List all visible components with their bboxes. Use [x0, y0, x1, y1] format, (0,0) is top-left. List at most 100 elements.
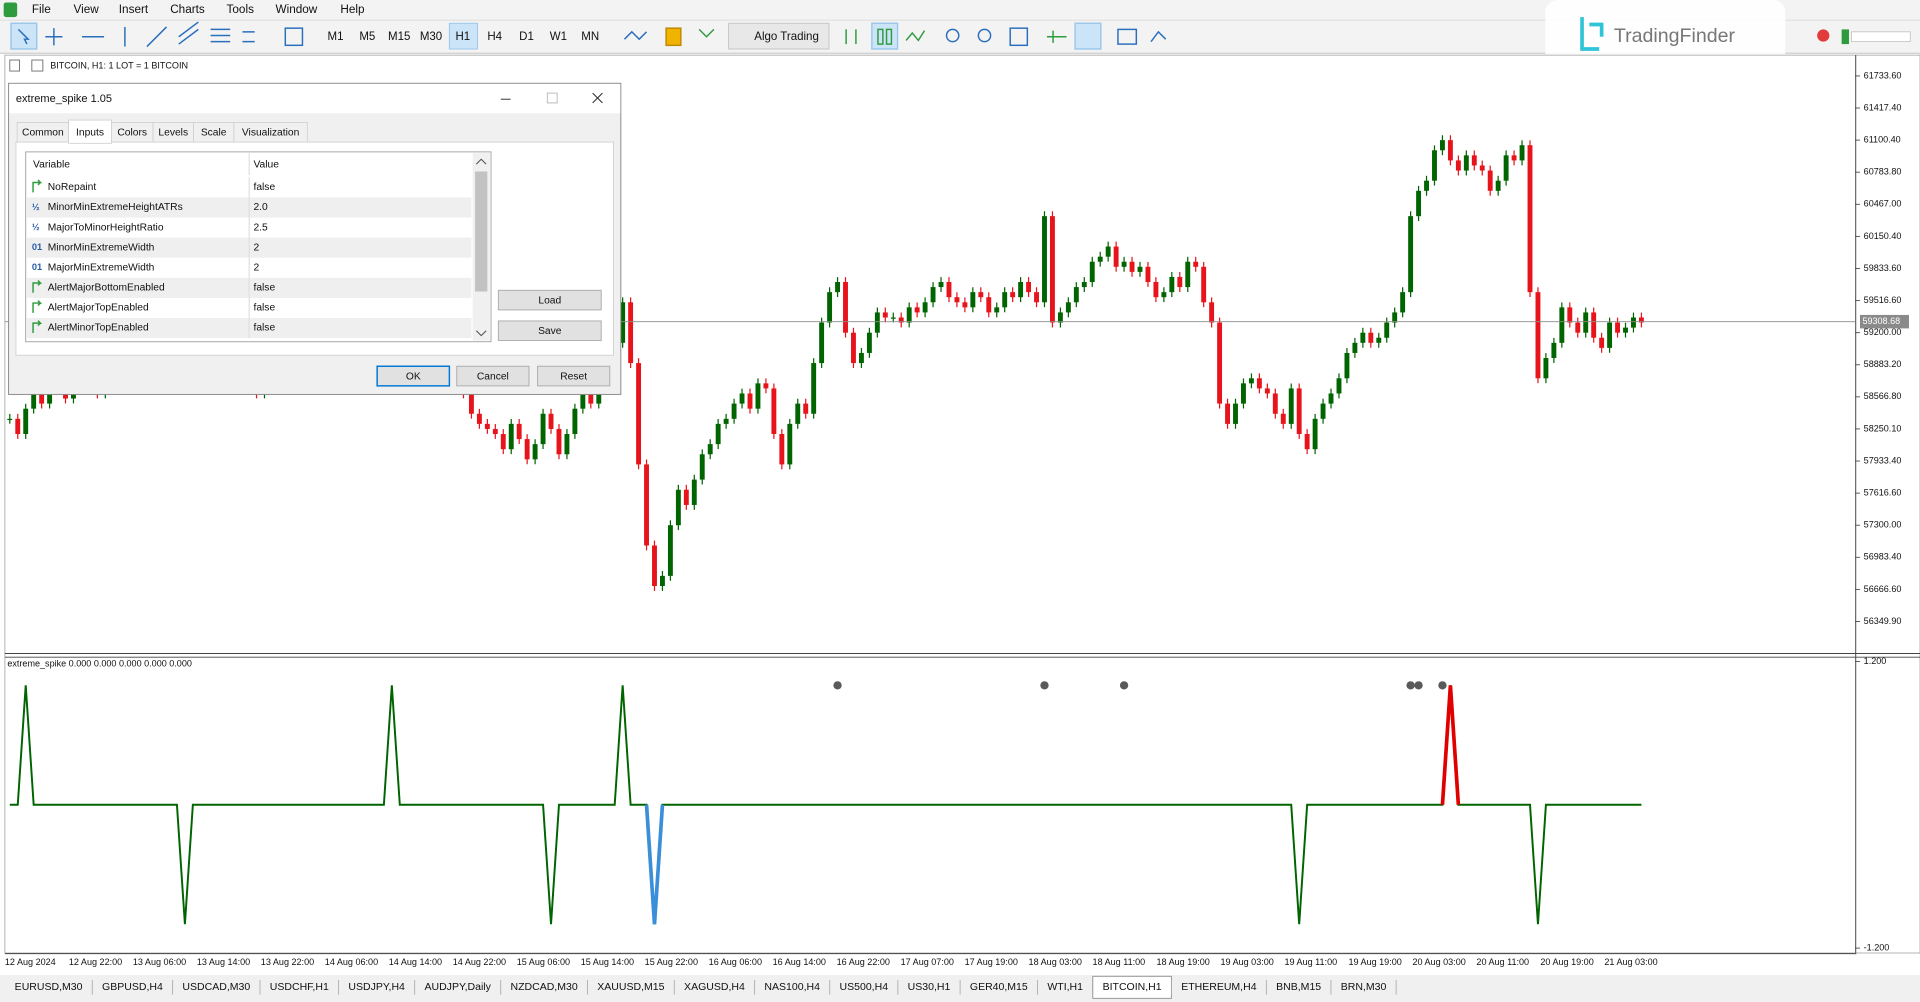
zoom-box-tool[interactable] — [284, 27, 304, 47]
symbol-tab[interactable]: NAS100,H4 — [764, 981, 820, 993]
timeframe-button[interactable]: M1 — [328, 31, 344, 43]
autoscroll[interactable] — [1074, 22, 1102, 50]
timeframe-button[interactable]: H1 — [456, 31, 471, 43]
variable-value[interactable]: false — [253, 323, 275, 334]
notification-badge[interactable] — [1817, 29, 1830, 42]
dialog-tab-label[interactable]: Scale — [201, 128, 227, 139]
symbol-tab[interactable]: USDCHF,H1 — [270, 981, 329, 993]
variable-value[interactable]: false — [253, 283, 275, 294]
dialog-tab[interactable] — [233, 122, 308, 143]
candle-body — [1233, 403, 1238, 424]
button-label[interactable]: Reset — [560, 371, 587, 382]
zoom-out[interactable] — [977, 28, 992, 43]
button-label[interactable]: Save — [538, 326, 562, 337]
symbol-tab[interactable]: ETHEREUM,H4 — [1181, 981, 1257, 993]
symbol-tab[interactable]: BNB,M15 — [1276, 981, 1321, 993]
menu-item[interactable]: Tools — [227, 3, 255, 16]
symbol-tab[interactable]: US500,H4 — [840, 981, 889, 993]
cursor-tool[interactable] — [10, 22, 38, 50]
menu-item[interactable]: Window — [276, 3, 318, 16]
variable-value[interactable]: false — [253, 303, 275, 314]
trendline-tool[interactable] — [146, 26, 168, 48]
candle-body — [636, 363, 642, 465]
menu-item[interactable]: Insert — [119, 3, 149, 16]
tile-windows[interactable] — [1009, 27, 1029, 47]
symbol-tab[interactable]: USDCAD,M30 — [182, 981, 250, 993]
bool-icon — [32, 320, 43, 333]
variable-value[interactable]: 2 — [253, 262, 259, 273]
scrollbar-thumb[interactable] — [475, 171, 488, 292]
variable-value[interactable]: 2 — [253, 242, 259, 253]
candle-body — [874, 312, 880, 333]
symbol-tab[interactable]: EURUSD,M30 — [15, 981, 83, 993]
x-tick-label: 17 Aug 07:00 — [901, 957, 954, 967]
channel-tool[interactable] — [178, 21, 199, 45]
candles-tool[interactable] — [871, 22, 899, 50]
button[interactable] — [537, 365, 611, 387]
candle-body — [468, 393, 474, 414]
variable-value[interactable]: false — [253, 182, 275, 193]
symbol-tab[interactable]: XAUUSD,M15 — [597, 981, 664, 993]
close-button[interactable] — [592, 92, 603, 104]
crosshair-tool[interactable] — [45, 28, 63, 46]
timeframe-button[interactable]: H4 — [487, 31, 502, 43]
shift-chart[interactable] — [1046, 30, 1067, 43]
candle-body — [1503, 155, 1509, 181]
screenshot[interactable] — [1117, 28, 1138, 45]
button[interactable] — [497, 320, 602, 342]
timeframe-button[interactable]: M30 — [420, 31, 442, 43]
variable-value[interactable]: 2.0 — [253, 202, 268, 213]
timeframe-button[interactable]: W1 — [550, 31, 567, 43]
symbol-tab[interactable]: GBPUSD,H4 — [102, 981, 163, 993]
timeframe-button[interactable]: MN — [581, 31, 599, 43]
variable-value[interactable]: 2.5 — [253, 222, 268, 233]
bar-chart-tool[interactable] — [845, 29, 857, 45]
candle-body — [771, 388, 777, 435]
menu-item[interactable]: Help — [340, 3, 365, 16]
line-chart-tool[interactable] — [905, 30, 926, 42]
symbol-tab[interactable]: WTI,H1 — [1047, 981, 1083, 993]
timeframe-button[interactable]: M15 — [388, 31, 410, 43]
dialog-tab-label[interactable]: Visualization — [242, 128, 300, 139]
y-tick-label: 61100.40 — [1864, 134, 1901, 144]
menu-item[interactable]: View — [73, 3, 99, 16]
symbol-tab[interactable]: US30,H1 — [908, 981, 951, 993]
chart-icon — [31, 59, 44, 72]
symbol-tab[interactable]: NZDCAD,M30 — [511, 981, 578, 993]
dialog-tab-label[interactable]: Inputs — [76, 128, 104, 139]
variable-name: MajorMinExtremeWidth — [48, 262, 155, 273]
menu-item[interactable]: Charts — [170, 3, 205, 16]
axes: 61733.60 61417.40 61100.40 60783.80 60467.00… — [4, 70, 1909, 967]
indicators[interactable] — [1150, 30, 1167, 43]
menu-item[interactable]: File — [32, 3, 51, 16]
symbol-tab[interactable]: BRN,M30 — [1341, 981, 1387, 993]
symbol-tab[interactable]: USDJPY,H4 — [348, 981, 405, 993]
dialog-tab-label[interactable]: Common — [22, 128, 64, 139]
algo-trading-button[interactable] — [728, 22, 830, 50]
button[interactable] — [497, 289, 602, 311]
candle-body — [1296, 388, 1302, 435]
chart-type[interactable] — [623, 30, 648, 41]
button[interactable] — [456, 365, 530, 387]
candle-body — [1185, 261, 1191, 288]
shapes-tool[interactable] — [242, 31, 255, 43]
scroll-arrows[interactable] — [475, 158, 487, 337]
button-label[interactable]: Cancel — [477, 371, 509, 382]
button-label[interactable]: Load — [538, 295, 561, 306]
dialog-tab-label[interactable]: Colors — [117, 128, 147, 139]
zoom-in[interactable] — [945, 28, 960, 43]
symbol-tab[interactable]: XAGUSD,H4 — [684, 981, 745, 993]
symbol-tab[interactable]: AUDJPY,Daily — [424, 981, 491, 993]
timeframe-button[interactable]: M5 — [359, 31, 375, 43]
timeframe-button[interactable]: D1 — [519, 31, 534, 43]
fibo-tool[interactable] — [210, 28, 231, 43]
one-click[interactable] — [698, 28, 715, 38]
button[interactable] — [376, 365, 451, 387]
candle-body — [1519, 145, 1525, 161]
x-tick-label: 20 Aug 19:00 — [1540, 957, 1593, 967]
symbol-tab[interactable]: BITCOIN,H1 — [1103, 981, 1162, 993]
market-watch[interactable] — [665, 27, 682, 47]
symbol-tab[interactable]: GER40,M15 — [970, 981, 1028, 993]
dialog-tab-label[interactable]: Levels — [158, 128, 188, 139]
button-label[interactable]: OK — [406, 371, 421, 382]
